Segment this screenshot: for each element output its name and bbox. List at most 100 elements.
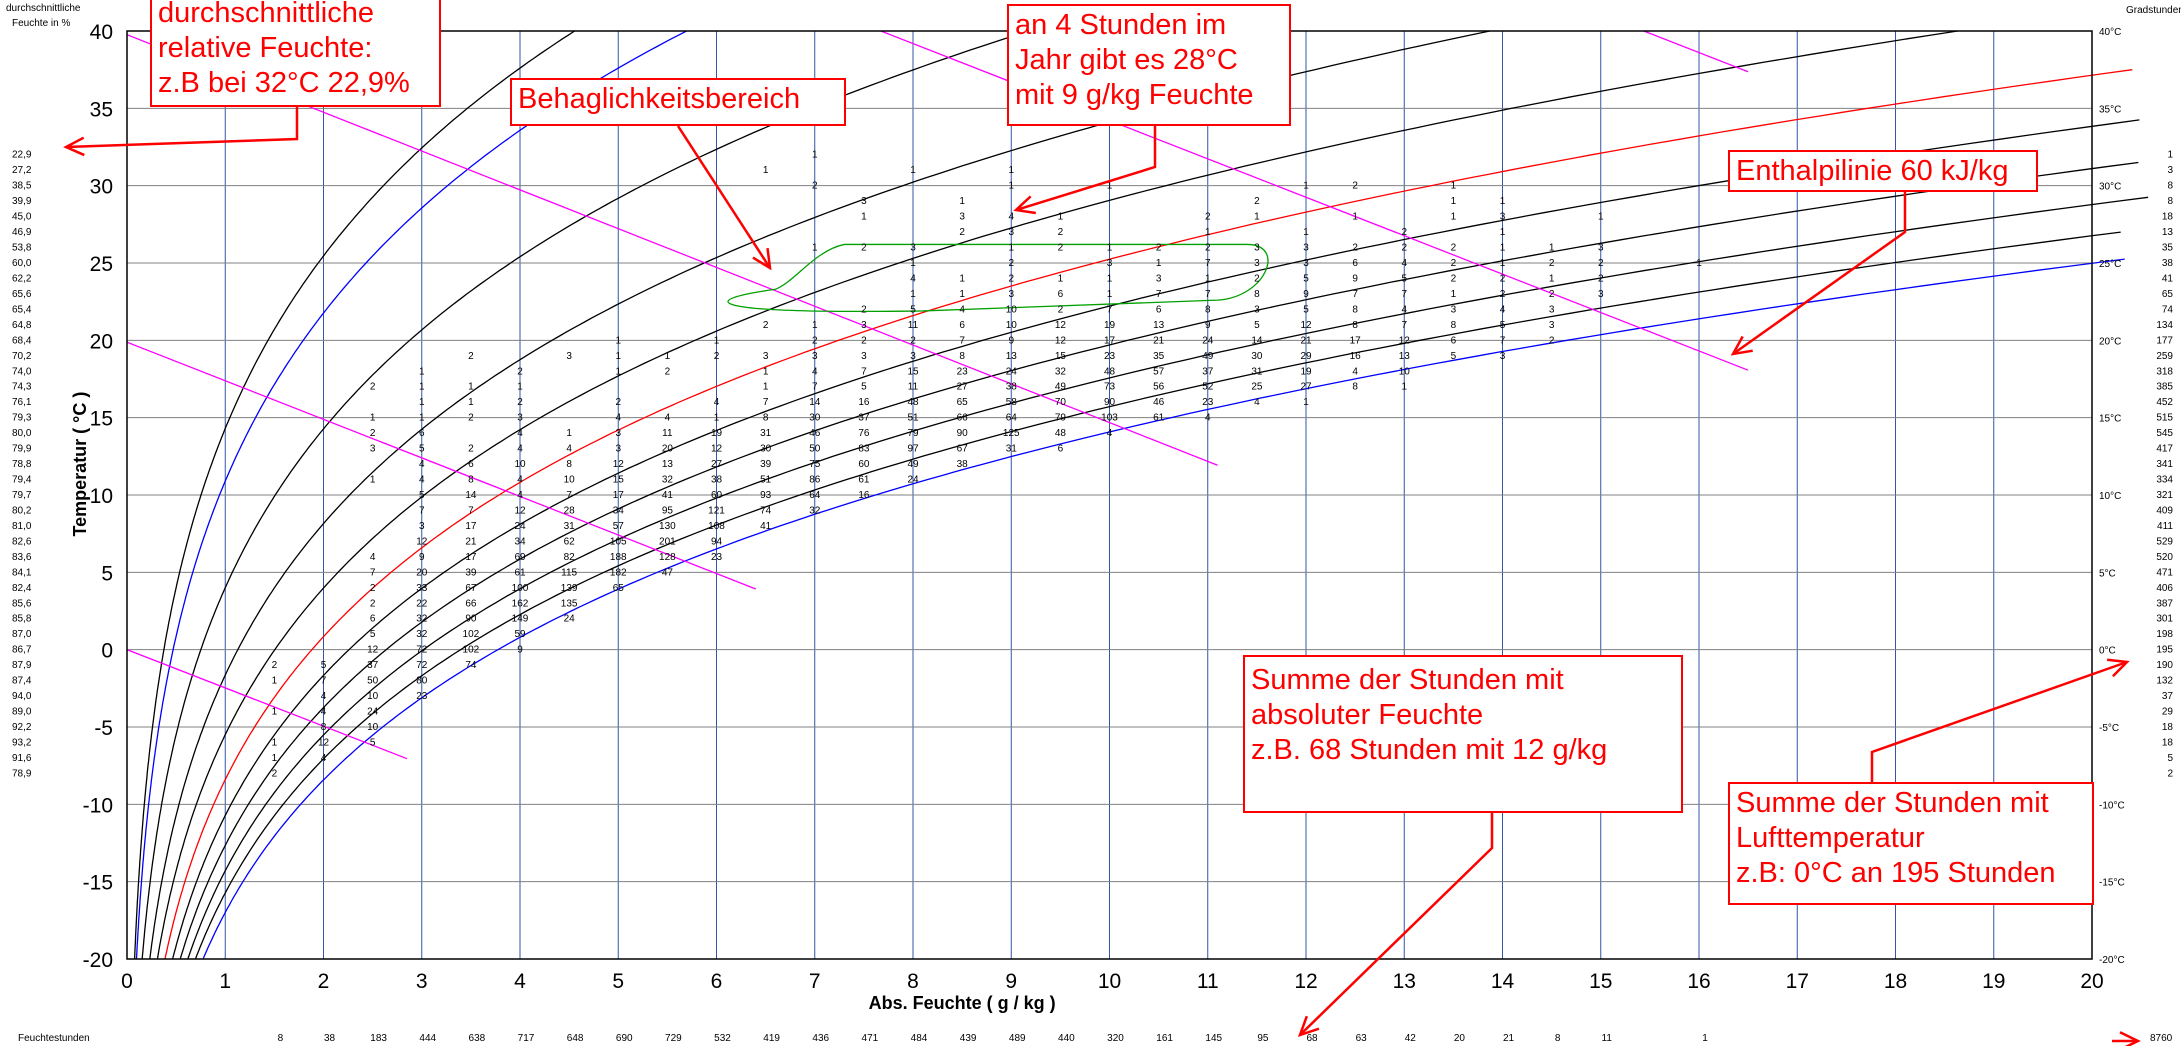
hour-cell: 7: [1205, 258, 1211, 269]
avg-humidity-value: 87,0: [12, 629, 32, 640]
hour-cell: 3: [1254, 304, 1260, 315]
avg-humidity-value: 65,6: [12, 289, 32, 300]
x-tick-label: 10: [1098, 970, 1121, 993]
hour-cell: 8: [1254, 289, 1260, 300]
temp-hours-value: 515: [2156, 413, 2173, 424]
hour-cell: 21: [465, 536, 477, 547]
temp-hours-value: 417: [2156, 444, 2173, 455]
hour-cell: 3: [615, 428, 621, 439]
hour-cell: 2: [1156, 243, 1162, 254]
hour-cell: 1: [1205, 227, 1211, 238]
temp-hours-value: 132: [2156, 676, 2173, 687]
hour-cell: 11: [908, 320, 919, 331]
callout-line: Behaglichkeitsbereich: [518, 83, 801, 115]
humidity-hours-value: 489: [1009, 1033, 1026, 1044]
hour-cell: 2: [1500, 289, 1506, 300]
hour-cell: 1: [1008, 243, 1014, 254]
arrow-sum-temp: [1870, 660, 2128, 782]
hour-cell: 2: [1598, 273, 1604, 284]
hour-cell: 12: [367, 645, 379, 656]
hour-cell: 20: [662, 444, 674, 455]
hour-cell: 1: [714, 413, 720, 424]
hour-cell: 1: [1205, 273, 1211, 284]
humidity-hours-value: 717: [518, 1033, 535, 1044]
avg-humidity-value: 82,6: [12, 536, 32, 547]
hour-cell: 7: [959, 335, 965, 346]
callout-comfort: Behaglichkeitsbereich: [510, 78, 846, 126]
x-tick-label: 2: [318, 970, 330, 993]
hour-cell: 11: [662, 428, 673, 439]
enthalpy-line: [126, 649, 408, 760]
hour-cell: 7: [812, 382, 818, 393]
hour-cell: 121: [708, 505, 725, 516]
hour-cell: 23: [416, 691, 428, 702]
arrow-comfort-head: [752, 248, 772, 271]
avg-humidity-value: 80,0: [12, 428, 32, 439]
hour-cell: 11: [908, 382, 919, 393]
avg-humidity-value: 80,2: [12, 505, 32, 516]
hour-cell: 5: [1303, 273, 1309, 284]
hour-cell: 12: [1399, 335, 1411, 346]
hour-cell: 83: [858, 444, 870, 455]
hour-cell: 24: [514, 521, 526, 532]
hour-cell: 22: [416, 598, 428, 609]
x-tick-label: 9: [1005, 970, 1017, 993]
hour-cell: 1: [1352, 212, 1358, 223]
hour-cell: 3: [1303, 243, 1309, 254]
hour-cell: 4: [812, 366, 818, 377]
hour-cell: 64: [809, 490, 821, 501]
hour-cell: 3: [861, 196, 867, 207]
humidity-hours-value: 38: [324, 1033, 336, 1044]
x-tick-label: 14: [1491, 970, 1515, 993]
hour-cell: 90: [957, 428, 969, 439]
hour-cell: 2: [1549, 335, 1555, 346]
arrow-comfort: [676, 125, 772, 269]
hour-cell: 3: [1254, 258, 1260, 269]
hour-cell: 23: [1104, 351, 1116, 362]
avg-humidity-value: 68,4: [12, 335, 32, 346]
humidity-hours-value: 439: [960, 1033, 977, 1044]
hour-cell: 1: [419, 366, 425, 377]
hour-cell: 4: [517, 490, 523, 501]
hour-cell: 2: [763, 320, 769, 331]
hour-cell: 6: [1058, 289, 1064, 300]
hour-cell: 2: [1401, 227, 1407, 238]
hour-cell: 8: [763, 413, 769, 424]
hour-cell: 7: [1352, 289, 1358, 300]
hour-cell: 38: [1006, 382, 1018, 393]
hour-cell: 2: [370, 428, 376, 439]
humidity-hours-value: 320: [1107, 1033, 1124, 1044]
humidity-hours-value: 729: [665, 1033, 682, 1044]
hour-cell: 46: [1153, 397, 1165, 408]
rh-curve-40: [156, 30, 1958, 960]
humidity-hours-value: 42: [1405, 1033, 1417, 1044]
hour-cell: 6: [419, 428, 425, 439]
x-tick-label: 1: [219, 970, 231, 993]
avg-humidity-value: 84,1: [12, 567, 32, 578]
hour-cell: 1: [861, 212, 867, 223]
hour-cell: 3: [1156, 273, 1162, 284]
hour-cell: 8: [1205, 304, 1211, 315]
hour-cell: 41: [662, 490, 674, 501]
hour-cell: 3: [1598, 289, 1604, 300]
hour-cell: 46: [809, 428, 821, 439]
hour-cell: 4: [910, 273, 916, 284]
hour-cell: 3: [370, 444, 376, 455]
hour-cell: 9: [1008, 335, 1014, 346]
x-tick-label: 8: [907, 970, 919, 993]
hour-cell: 5: [1401, 273, 1407, 284]
y-tick-label: -15: [83, 872, 113, 895]
avg-humidity-value: 86,7: [12, 645, 32, 656]
hour-cell: 1: [812, 150, 818, 161]
hour-cell: 15: [907, 366, 919, 377]
hour-cell: 1: [910, 258, 916, 269]
humidity-hours-value: 161: [1156, 1033, 1173, 1044]
hour-cell: 8: [468, 475, 474, 486]
hour-cell: 1: [812, 243, 818, 254]
hour-cell: 1: [419, 413, 425, 424]
hour-cell: 1: [763, 165, 769, 176]
hour-cell: 67: [465, 583, 477, 594]
hour-cell: 2: [1254, 196, 1260, 207]
hour-cell: 2: [370, 583, 376, 594]
hour-cell: 28: [564, 505, 576, 516]
